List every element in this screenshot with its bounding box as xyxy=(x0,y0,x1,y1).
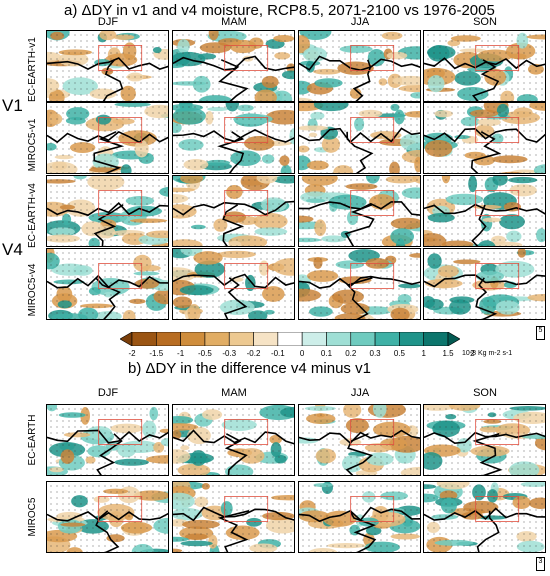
map-panel-a xyxy=(298,175,421,247)
season-header-son-b: SON xyxy=(473,387,497,399)
colorbar-swatch xyxy=(204,332,230,346)
map-panel-a xyxy=(46,248,169,320)
colorbar xyxy=(120,332,460,346)
colorbar-tick-label: -0.2 xyxy=(246,349,261,358)
colorbar-swatch xyxy=(180,332,206,346)
vector-scale-label-a: 5 xyxy=(538,327,543,334)
colorbar-tick-label: 0.5 xyxy=(393,349,405,358)
map-panel-a xyxy=(172,102,295,174)
row-label-miroc5-v4: MIROC5-v4 xyxy=(27,263,38,317)
row-label-ec-earth-v4: EC-EARTH-v4 xyxy=(27,183,38,248)
colorbar-arrow-high xyxy=(447,332,460,346)
vector-scale-label-b: 3 xyxy=(538,558,543,565)
colorbar-tick-label: 2 xyxy=(470,349,475,358)
vector-scale-box-b: 3 xyxy=(536,557,545,571)
colorbar-swatch xyxy=(228,332,254,346)
map-panel-a xyxy=(423,102,546,174)
row-label-miroc5-b: MIROC5 xyxy=(27,497,38,537)
map-panel-b xyxy=(423,404,546,476)
colorbar-tick-label: 0.2 xyxy=(345,349,357,358)
colorbar-tick-label: -1.5 xyxy=(149,349,164,358)
map-panel-a xyxy=(172,30,295,102)
colorbar-swatch xyxy=(326,332,352,346)
colorbar-swatch xyxy=(374,332,400,346)
colorbar-arrow-low xyxy=(120,332,133,346)
group-label-v1: V1 xyxy=(2,96,23,115)
title-b: b) ΔDY in the difference v4 minus v1 xyxy=(128,360,371,377)
map-panel-b xyxy=(172,481,295,553)
season-header-jja: JJA xyxy=(350,16,370,28)
map-panel-a xyxy=(298,30,421,102)
colorbar-tick-label: -1 xyxy=(177,349,185,358)
map-panel-a xyxy=(172,248,295,320)
colorbar-swatch xyxy=(423,332,449,346)
colorbar-units: 10-8 Kg m-2 s-1 xyxy=(462,350,513,357)
colorbar-tick-label: 0 xyxy=(299,349,305,358)
colorbar-swatch xyxy=(350,332,376,346)
row-label-miroc5-v1: MIROC5-v1 xyxy=(27,118,38,172)
map-panel-b xyxy=(172,404,295,476)
colorbar-tick-label: -0.3 xyxy=(222,349,237,358)
title-a: a) ΔDY in v1 and v4 moisture, RCP8.5, 20… xyxy=(64,2,495,19)
row-label-ec-earth-v1: EC-EARTH-v1 xyxy=(27,37,38,102)
row-label-ec-earth-b: EC-EARTH xyxy=(27,414,38,466)
colorbar-swatch xyxy=(301,332,327,346)
map-panel-a xyxy=(172,175,295,247)
season-header-djf: DJF xyxy=(97,16,119,28)
group-label-v4: V4 xyxy=(2,240,23,259)
map-panel-b xyxy=(423,481,546,553)
colorbar-swatch xyxy=(131,332,157,346)
colorbar-tick-label: -0.1 xyxy=(270,349,285,358)
map-panel-a xyxy=(46,175,169,247)
season-header-mam-b: MAM xyxy=(221,387,247,399)
season-header-djf-b: DJF xyxy=(97,387,119,399)
map-panel-a xyxy=(423,30,546,102)
season-header-mam: MAM xyxy=(221,16,247,28)
map-panel-a xyxy=(298,248,421,320)
map-panel-a xyxy=(423,248,546,320)
colorbar-swatch xyxy=(277,332,303,346)
map-panel-b xyxy=(46,404,169,476)
colorbar-swatch xyxy=(399,332,424,346)
season-header-son: SON xyxy=(473,16,497,28)
colorbar-tick-label: 0.1 xyxy=(320,349,333,358)
vector-scale-box-a: 5 xyxy=(536,326,545,340)
colorbar-swatch xyxy=(253,332,279,346)
season-header-jja-b: JJA xyxy=(350,387,370,399)
colorbar-tick-label: -0.5 xyxy=(198,349,212,358)
map-panel-b xyxy=(298,481,421,553)
map-panel-a xyxy=(46,102,169,174)
colorbar-tick-label: 1.5 xyxy=(442,349,454,358)
map-panel-b xyxy=(298,404,421,476)
map-panel-b xyxy=(46,481,169,553)
colorbar-swatch xyxy=(156,332,181,346)
colorbar-tick-label: 1 xyxy=(421,349,426,358)
colorbar-tick-label: -2 xyxy=(128,349,136,358)
map-panel-a xyxy=(46,30,169,102)
colorbar-tick-label: 0.3 xyxy=(369,349,381,358)
map-panel-a xyxy=(423,175,546,247)
map-panel-a xyxy=(298,102,421,174)
